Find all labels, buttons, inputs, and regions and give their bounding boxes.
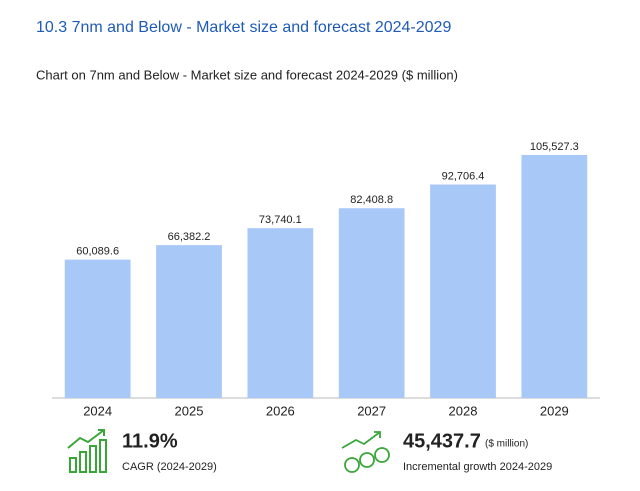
growth-value: 45,437.7 [403,430,481,452]
x-tick-label: 2024 [83,403,112,418]
data-label: 60,089.6 [76,246,119,258]
data-label: 82,408.8 [350,194,393,206]
section-heading: 10.3 7nm and Below - Market size and for… [36,19,451,36]
bar [64,259,131,398]
bar [338,208,405,398]
money-icon [341,431,390,473]
cagr-label: CAGR (2024-2029) [122,461,217,473]
growth-label: Incremental growth 2024-2029 [403,461,552,473]
growth-icon [67,429,107,473]
chart-title: Chart on 7nm and Below - Market size and… [36,67,458,82]
cagr-value: 11.9% [122,430,178,452]
bar [521,155,588,398]
bar [430,184,496,398]
data-label: 73,740.1 [259,214,302,226]
x-tick-label: 2026 [266,403,295,418]
data-label: 66,382.2 [168,231,211,243]
bar [156,245,222,398]
x-tick-label: 2029 [540,403,569,418]
growth-unit: ($ million) [485,439,528,450]
x-tick-label: 2028 [449,403,478,418]
data-label: 92,706.4 [442,170,485,182]
x-tick-label: 2027 [357,403,386,418]
data-label: 105,527.3 [530,141,579,153]
x-tick-label: 2025 [175,403,204,418]
bar [247,228,314,398]
